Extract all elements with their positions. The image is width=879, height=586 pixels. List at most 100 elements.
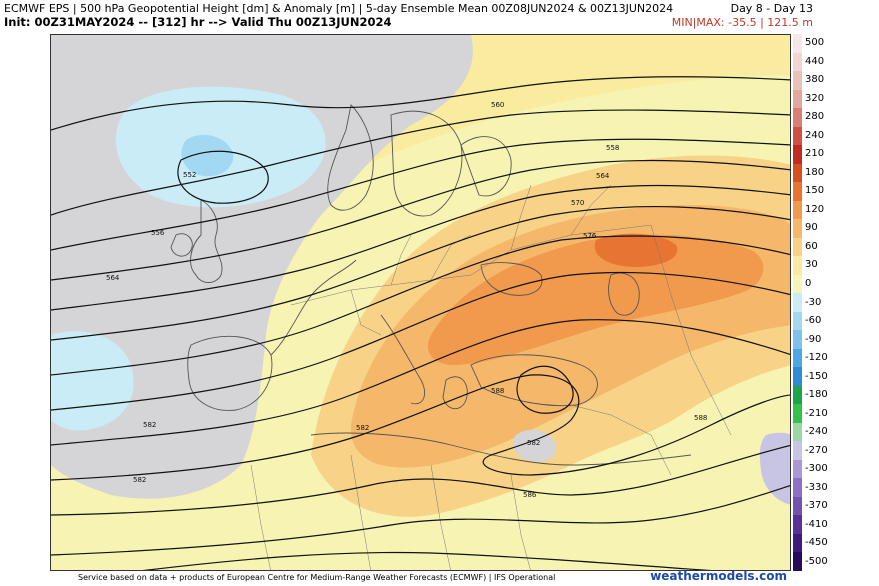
legend-label: 500 xyxy=(805,37,825,49)
legend-swatch xyxy=(793,385,802,405)
legend-label: -500 xyxy=(805,555,828,567)
legend-label: -330 xyxy=(805,481,828,493)
legend-swatch xyxy=(793,311,802,331)
data-credit: Service based on data + products of Euro… xyxy=(78,573,556,582)
anomaly-negative-core xyxy=(181,134,234,177)
legend-swatch xyxy=(793,515,802,535)
min-max-readout: MIN|MAX: -35.5 | 121.5 m xyxy=(671,16,813,29)
contour-label: 564 xyxy=(596,172,610,180)
legend-label: 150 xyxy=(805,185,825,197)
legend-label: -120 xyxy=(805,352,828,364)
coast-norway xyxy=(327,104,374,211)
legend-label: 90 xyxy=(805,222,818,234)
coast-italy xyxy=(380,314,425,405)
contour-label: 588 xyxy=(694,414,707,422)
legend-swatch xyxy=(793,237,802,257)
legend-swatch xyxy=(793,441,802,461)
legend-label: 240 xyxy=(805,129,825,141)
coast-caspian xyxy=(608,272,640,316)
coast-greece xyxy=(442,376,468,410)
legend-label: -150 xyxy=(805,370,828,382)
legend-label: 380 xyxy=(805,74,825,86)
contour-552-closed xyxy=(177,150,269,204)
contour-576 xyxy=(51,271,790,411)
contour-582-a xyxy=(51,319,790,446)
contour-label: 582 xyxy=(143,421,156,429)
legend-swatch xyxy=(793,182,802,202)
contour-564-b xyxy=(51,205,790,341)
legend-label: -210 xyxy=(805,407,828,419)
legend-label: -90 xyxy=(805,333,822,345)
legend-label: 440 xyxy=(805,55,825,67)
legend-label: 60 xyxy=(805,240,818,252)
legend-label: -450 xyxy=(805,537,828,549)
map-panel: 552 556 558 560 564 564 570 576 582 582 … xyxy=(50,34,791,571)
contour-label: 582 xyxy=(133,476,146,484)
legend-swatch xyxy=(793,274,802,294)
coastlines xyxy=(170,104,692,466)
contour-582-b xyxy=(51,374,790,481)
coast-britain xyxy=(190,199,223,283)
legend-swatch xyxy=(793,256,802,276)
legend-swatch xyxy=(793,219,802,239)
coast-north-africa xyxy=(310,432,692,466)
legend-label: 320 xyxy=(805,92,825,104)
legend-label: -240 xyxy=(805,426,828,438)
legend-label: 120 xyxy=(805,203,825,215)
contour-label: 560 xyxy=(491,101,504,109)
legend-label: -30 xyxy=(805,296,822,308)
legend-swatch xyxy=(793,533,802,553)
map-title: ECMWF EPS | 500 hPa Geopotential Height … xyxy=(4,2,674,15)
anomaly-negative-southwest xyxy=(51,331,134,431)
contour-label: 586 xyxy=(523,491,537,499)
legend-label: 30 xyxy=(805,259,818,271)
legend-label: 280 xyxy=(805,111,825,123)
legend-label: 180 xyxy=(805,166,825,178)
coast-finland xyxy=(460,136,512,197)
contour-label: 564 xyxy=(106,274,120,282)
legend-label: -270 xyxy=(805,444,828,456)
contour-588-closed xyxy=(516,365,574,414)
coast-sweden xyxy=(390,110,463,217)
contour-560 xyxy=(51,159,790,281)
legend-swatch xyxy=(793,145,802,165)
legend-swatch xyxy=(793,293,802,313)
brand-watermark: weathermodels.com xyxy=(650,569,787,583)
contour-588-c xyxy=(142,551,712,570)
legend-swatch xyxy=(793,71,802,91)
contour-588-b xyxy=(51,485,790,556)
legend-swatch xyxy=(793,108,802,128)
legend-swatch xyxy=(793,330,802,350)
contour-label: 556 xyxy=(151,229,165,237)
contour-558 xyxy=(51,138,790,251)
contour-586 xyxy=(51,444,790,516)
contour-label: 582 xyxy=(356,424,369,432)
borders xyxy=(250,184,732,570)
contour-label: 576 xyxy=(583,232,597,240)
legend-swatch xyxy=(793,496,802,516)
anomaly-max-core xyxy=(594,233,678,267)
legend-swatch xyxy=(793,422,802,442)
anomaly-negative-east xyxy=(759,432,790,505)
legend-swatch xyxy=(793,89,802,109)
legend-label: 0 xyxy=(805,277,812,289)
contour-label: 582 xyxy=(527,439,540,447)
legend-label: 210 xyxy=(805,148,825,160)
legend-swatch xyxy=(793,52,802,72)
legend-swatch xyxy=(793,163,802,183)
contour-labels: 552 556 558 560 564 564 570 576 582 582 … xyxy=(106,101,707,499)
contour-label: 570 xyxy=(571,199,584,207)
legend-swatch xyxy=(793,478,802,498)
legend-swatch xyxy=(793,126,802,146)
legend-label: -60 xyxy=(805,315,822,327)
coast-iberia xyxy=(187,335,273,411)
forecast-day-range: Day 8 - Day 13 xyxy=(730,2,813,15)
coast-black-sea xyxy=(480,262,543,296)
legend-label: -300 xyxy=(805,463,828,475)
legend-swatch xyxy=(793,459,802,479)
contour-564 xyxy=(51,184,790,311)
contour-label: 558 xyxy=(606,144,619,152)
height-contours xyxy=(51,76,790,570)
legend-swatch xyxy=(793,34,802,54)
legend-label: -410 xyxy=(805,518,828,530)
